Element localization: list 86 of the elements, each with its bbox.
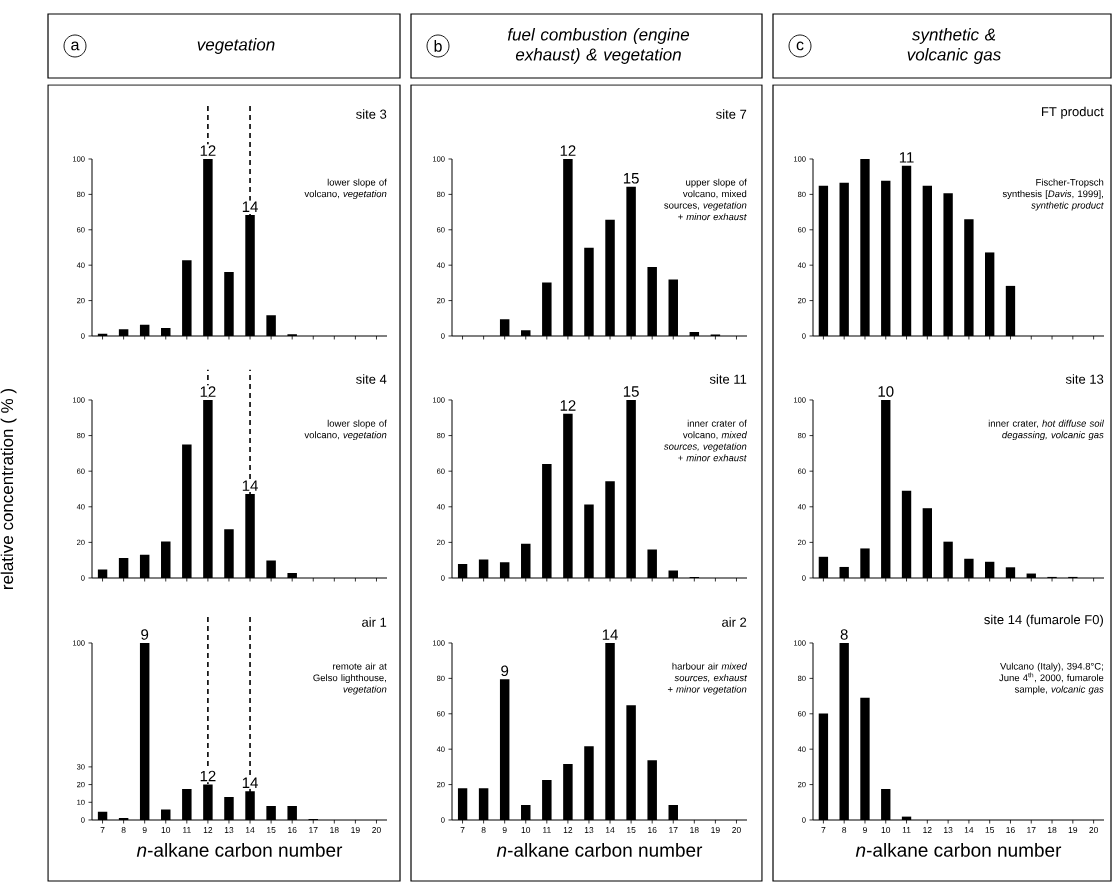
x-tick-label: 7 — [100, 827, 105, 833]
x-tick-label: 19 — [1068, 827, 1078, 834]
annotation: upper slope of volcano, mixed sources, vegetation + minor exhaust — [664, 178, 747, 221]
annotation: 12 — [560, 400, 576, 411]
annotation: remote air at Gelso lighthouse, vegetation — [313, 662, 387, 695]
x-axis-title: n-alkane carbon number — [855, 842, 1062, 857]
x-tick-label: 12 — [923, 827, 932, 833]
chart-title: site 4 — [356, 374, 387, 384]
x-tick-label: 17 — [669, 827, 678, 833]
annotation: inner crater, hot diffuse soil degassing, volcanic gas — [988, 419, 1104, 441]
x-tick-label: 8 — [842, 827, 847, 834]
chart-title: site 7 — [716, 109, 747, 119]
x-tick-label: 15 — [985, 827, 995, 833]
x-tick-label: 15 — [267, 827, 276, 833]
annotation: 8 — [840, 629, 848, 640]
x-tick-label: 7 — [460, 827, 465, 833]
x-tick-label: 19 — [711, 827, 720, 834]
x-tick-label: 18 — [1047, 827, 1057, 834]
text: a — [71, 41, 80, 51]
chart-title: FT product — [1042, 106, 1104, 119]
x-tick-label: 16 — [1006, 827, 1015, 834]
chart-title: site 14 (fumarole F0) — [984, 614, 1103, 627]
chart-title: air 2 — [722, 617, 747, 627]
chart-title: site 11 — [709, 374, 747, 384]
x-tick-label: 9 — [502, 827, 507, 834]
x-tick-label: 18 — [690, 827, 699, 834]
x-tick-label: 17 — [1027, 827, 1036, 833]
x-tick-label: 9 — [142, 827, 147, 834]
x-tick-label: 20 — [372, 827, 381, 834]
text: synthetic & volcanic gas — [907, 28, 1001, 64]
annotation: 14 — [242, 777, 258, 788]
chart-title: air 1 — [362, 617, 387, 627]
text: c — [796, 41, 804, 51]
annotation: 12 — [200, 386, 216, 397]
annotation: 11 — [899, 152, 914, 163]
x-tick-label: 12 — [563, 827, 573, 833]
annotation: 12 — [200, 145, 216, 156]
x-tick-label: 10 — [521, 827, 531, 834]
annotation: 10 — [878, 386, 894, 397]
x-tick-label: 13 — [584, 827, 594, 834]
x-tick-label: 19 — [351, 827, 360, 834]
annotation: Fischer-Tropsch synthesis [Davis, 1999], synthetic product — [1002, 178, 1104, 211]
annotation: 9 — [141, 629, 149, 640]
y-axis-title: relative concentration ( % ) — [0, 388, 17, 589]
x-tick-label: 20 — [732, 827, 741, 834]
x-tick-label: 14 — [245, 827, 255, 833]
x-tick-label: 16 — [648, 827, 657, 834]
x-tick-label: 11 — [183, 827, 191, 833]
chart-title: site 3 — [356, 109, 387, 119]
x-axis-title: n-alkane carbon number — [136, 842, 343, 857]
annotation: lower slope of volcano, vegetation — [304, 419, 387, 441]
x-tick-label: 20 — [1089, 827, 1098, 834]
x-tick-label: 18 — [330, 827, 339, 834]
chart-title: site 13 — [1065, 374, 1104, 384]
x-tick-label: 7 — [821, 827, 826, 833]
annotation: Vulcano (Italy), 394.8°C; June 4$^{th}$, 2000, fumarole sample, volcanic gas — [999, 662, 1104, 695]
x-tick-label: 12 — [203, 827, 213, 833]
x-tick-label: 13 — [944, 827, 953, 834]
x-tick-label: 17 — [309, 827, 318, 833]
annotation: 14 — [242, 201, 258, 212]
x-tick-label: 11 — [543, 827, 551, 833]
x-axis-title: n-alkane carbon number — [496, 842, 703, 857]
annotation: 9 — [501, 665, 509, 677]
annotation: 12 — [200, 770, 216, 782]
annotation: lower slope of volcano, vegetation — [304, 178, 387, 200]
annotation: 15 — [623, 173, 639, 184]
x-tick-label: 14 — [964, 827, 974, 833]
annotation: 14 — [242, 480, 258, 491]
x-tick-label: 8 — [481, 827, 486, 834]
x-tick-label: 15 — [627, 827, 636, 833]
x-tick-label: 11 — [902, 827, 911, 833]
annotation: 14 — [602, 629, 618, 640]
x-tick-label: 8 — [121, 827, 126, 834]
x-tick-label: 10 — [881, 827, 891, 834]
annotation: 12 — [560, 145, 576, 156]
x-tick-label: 16 — [288, 827, 297, 834]
text: b — [434, 40, 442, 52]
text: fuel combustion (engine exhaust) & vegetation — [507, 28, 690, 64]
x-tick-label: 13 — [224, 827, 234, 834]
x-tick-label: 9 — [863, 827, 867, 834]
text: vegetation — [197, 38, 275, 54]
x-tick-label: 10 — [161, 827, 171, 834]
x-tick-label: 14 — [605, 827, 615, 833]
annotation: harbour air mixed sources, exhaust + minor vegetation — [667, 662, 748, 695]
annotation: 15 — [623, 386, 639, 397]
annotation: inner crater of volcano, mixed sources, vegetation + minor exhaust — [663, 419, 748, 462]
